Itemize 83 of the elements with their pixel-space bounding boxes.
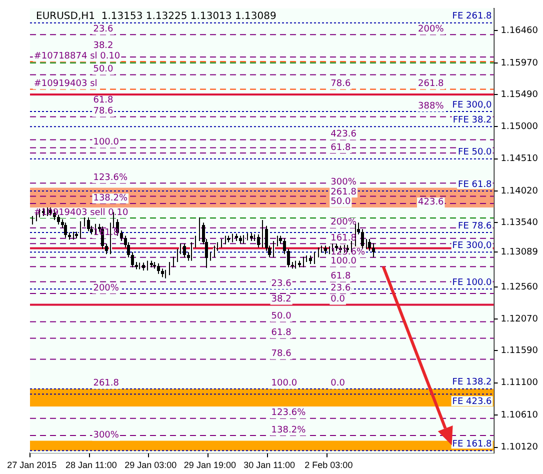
x-tick-label: 27 Jan 2015 bbox=[7, 460, 57, 470]
annotation: 100.0 bbox=[330, 256, 357, 266]
ref-line-label: FFE 38.2 bbox=[452, 116, 492, 126]
candlestick bbox=[120, 230, 123, 242]
annotation: 200% bbox=[418, 24, 444, 35]
annotation: 123.6% bbox=[330, 247, 366, 258]
candlestick bbox=[257, 234, 260, 248]
candlestick bbox=[105, 243, 108, 255]
y-tick-label: 1.10610 bbox=[500, 410, 538, 420]
annotation: 200% bbox=[93, 283, 120, 294]
y-tick-label: 1.14020 bbox=[500, 186, 538, 196]
chart-title: EURUSD,H1 1.13153 1.13225 1.13013 1.13089 bbox=[36, 10, 276, 22]
x-tick-label: 29 Jan 03:00 bbox=[124, 460, 177, 470]
annotation: 23.6 bbox=[330, 283, 351, 294]
candlestick bbox=[287, 248, 290, 268]
ref-line-label: FE 100.0 bbox=[452, 278, 492, 288]
annotation: #10718874 sl 0.10 bbox=[34, 51, 120, 62]
x-tick-label: 28 Jan 11:00 bbox=[66, 460, 117, 470]
candlestick bbox=[64, 222, 67, 238]
candlestick bbox=[131, 252, 134, 268]
candlestick bbox=[361, 228, 364, 250]
y-tick-label: 1.11100 bbox=[500, 378, 538, 388]
annotation: 423.6 bbox=[330, 130, 357, 140]
annotation: 61.8 bbox=[271, 328, 292, 338]
annotation: 300% bbox=[93, 430, 120, 441]
annotation: 23.6 bbox=[271, 278, 292, 289]
annotation: 261.8 bbox=[330, 187, 357, 198]
ref-line-label: FE 61.8 bbox=[458, 180, 492, 190]
annotation: 388% bbox=[418, 101, 444, 112]
annotation: 423.6 bbox=[418, 197, 444, 208]
y-tick-label: 1.15490 bbox=[500, 90, 538, 100]
annotation: 50.0 bbox=[330, 197, 351, 208]
annotation: 100.0 bbox=[271, 378, 298, 389]
y-tick-label: 1.11590 bbox=[500, 346, 538, 356]
candlestick bbox=[368, 238, 371, 252]
candlestick bbox=[283, 238, 286, 255]
annotation: #10919403 sl bbox=[34, 79, 98, 90]
annotation: 100.0 bbox=[93, 138, 120, 148]
annotation: 261.8 bbox=[93, 378, 120, 389]
annotation: 123.6% bbox=[93, 173, 128, 184]
ref-line-label: FE 161.8 bbox=[452, 439, 492, 450]
annotation: 78.6 bbox=[93, 106, 114, 117]
annotation: 50.0 bbox=[271, 312, 292, 322]
y-tick-label: 1.15000 bbox=[500, 122, 538, 132]
annotation: 23.6 bbox=[93, 24, 114, 35]
annotation: 0.0 bbox=[330, 294, 346, 305]
annotation: 78.6 bbox=[271, 349, 292, 360]
y-tick-label: 1.13540 bbox=[500, 218, 538, 228]
annotation: 61.8 bbox=[330, 272, 351, 282]
annotation: 0.0 bbox=[330, 378, 346, 389]
annotation: 38.2 bbox=[271, 294, 292, 305]
x-tick-label: 30 Jan 11:00 bbox=[244, 460, 296, 470]
candlestick bbox=[87, 216, 90, 232]
annotation: 38.2 bbox=[93, 40, 114, 51]
annotation: 300% bbox=[330, 178, 357, 188]
y-tick-label: 1.15970 bbox=[500, 58, 538, 68]
annotation: 61.8 bbox=[330, 142, 351, 153]
y-tick-label: 1.14510 bbox=[500, 154, 538, 164]
ref-line-label: FE 50.0 bbox=[458, 148, 492, 158]
annotation: 138.2% bbox=[93, 193, 128, 204]
ref-line-label: FE 423.6 bbox=[452, 396, 492, 407]
ref-line-label: FE 300,0 bbox=[452, 100, 492, 110]
annotation: 61.8 bbox=[93, 95, 114, 106]
ref-line-label: FE 138.2 bbox=[452, 378, 492, 388]
candlestick bbox=[157, 262, 160, 274]
y-tick-label: 1.10120 bbox=[500, 442, 538, 453]
y-tick-label: 1.13089 bbox=[500, 248, 538, 258]
x-tick-label: 2 Feb 03:00 bbox=[304, 460, 353, 470]
ref-line-label: FE 300,0 bbox=[452, 240, 492, 251]
x-tick-label: 29 Jan 19:00 bbox=[184, 460, 236, 470]
ref-line-label: FE 78.6 bbox=[458, 221, 492, 232]
y-tick-label: 1.12070 bbox=[500, 314, 538, 325]
annotation: 78.6 bbox=[330, 79, 351, 90]
annotation: 138.2% bbox=[271, 425, 306, 436]
candlestick bbox=[183, 243, 186, 258]
annotation: 50.0 bbox=[93, 64, 114, 75]
annotation: 123.6% bbox=[271, 408, 306, 418]
annotation: 261.8 bbox=[418, 79, 444, 90]
y-tick-label: 1.16460 bbox=[500, 26, 538, 36]
candlestick bbox=[372, 242, 375, 258]
y-tick-label: 1.12560 bbox=[500, 282, 538, 292]
annotation: 200% bbox=[330, 218, 357, 228]
ref-line-label: FE 261.8 bbox=[452, 12, 492, 22]
